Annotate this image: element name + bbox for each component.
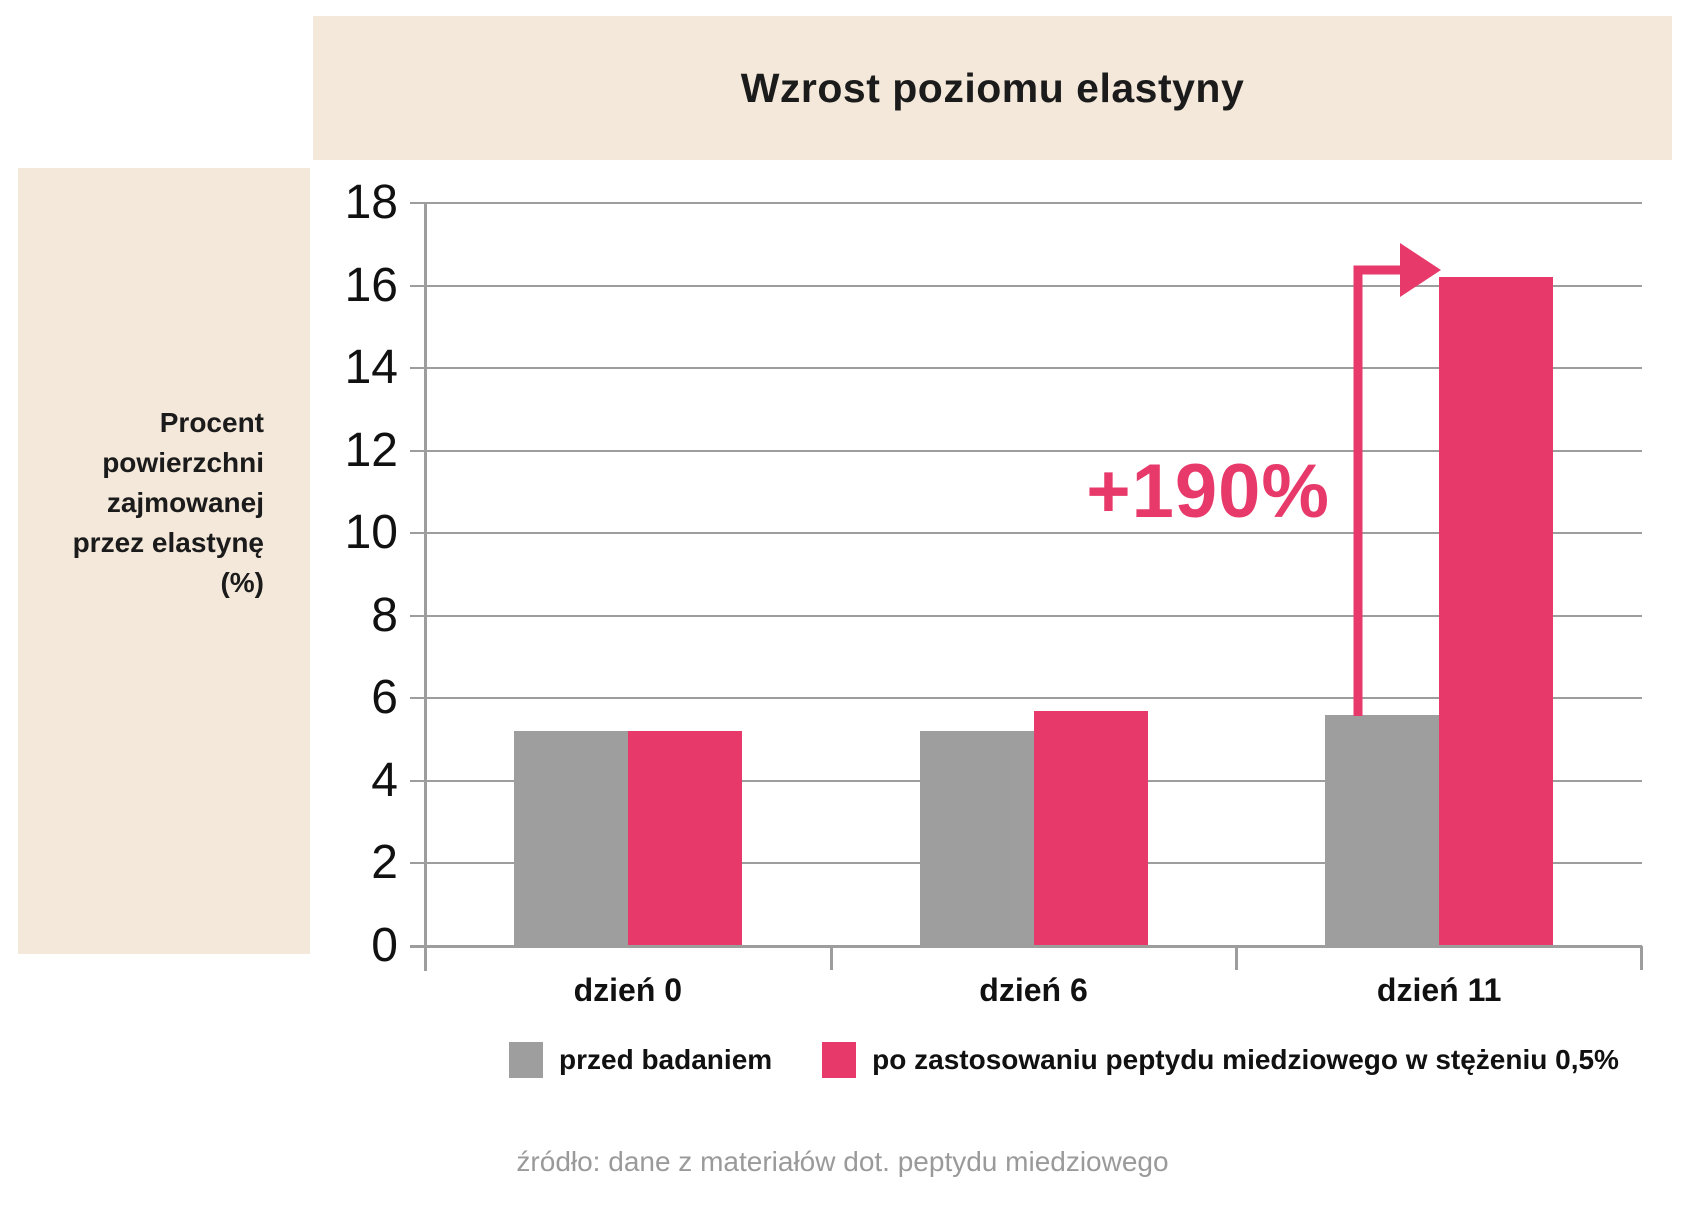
gridline — [410, 201, 1642, 204]
x-category-label: dzień 6 — [979, 972, 1088, 1008]
x-axis-tick — [424, 946, 427, 970]
gridline — [410, 449, 1642, 452]
y-tick-label: 16 — [344, 258, 398, 312]
gridline — [410, 532, 1642, 535]
legend-item: po zastosowaniu peptydu miedziowego w st… — [822, 1042, 1619, 1078]
gridline — [410, 284, 1642, 287]
bar-before-dzień-11 — [1325, 714, 1440, 946]
x-axis-tick — [829, 946, 833, 970]
y-axis-label: Procent powierzchni zajmowanej przez ela… — [72, 407, 264, 598]
gridline — [410, 945, 1642, 948]
y-tick-label: 14 — [344, 341, 398, 395]
y-tick-label: 2 — [371, 836, 398, 890]
y-tick-label: 8 — [371, 588, 398, 642]
y-axis-line — [424, 203, 427, 971]
legend-swatch — [509, 1042, 543, 1078]
y-tick-label: 12 — [344, 423, 398, 477]
x-axis-tick — [1640, 946, 1643, 970]
bar-after-dzień-11 — [1439, 277, 1554, 946]
legend-label: przed badaniem — [559, 1044, 773, 1075]
x-category-label: dzień 0 — [573, 972, 683, 1008]
y-tick-label: 4 — [371, 753, 398, 807]
source-note: źródło: dane z materiałów dot. peptydu m… — [516, 1146, 1169, 1177]
gridline — [410, 367, 1642, 370]
y-tick-label: 6 — [371, 671, 398, 725]
x-axis-tick — [1235, 946, 1239, 970]
gridline — [410, 697, 1642, 700]
legend: przed badaniem po zastosowaniu peptydu mi… — [509, 1042, 1619, 1078]
growth-annotation: +190% — [1086, 449, 1330, 534]
y-axis-label-panel: Procent powierzchni zajmowanej przez ela… — [18, 168, 310, 954]
y-tick-label: 10 — [344, 506, 398, 560]
chart-title-band: Wzrost poziomu elastyny — [313, 16, 1672, 160]
bar-before-dzień-6 — [919, 731, 1034, 946]
y-tick-label: 18 — [344, 175, 398, 229]
legend-swatch — [822, 1042, 857, 1078]
x-category-label: dzień 11 — [1376, 972, 1502, 1008]
bar-after-dzień-0 — [627, 731, 742, 946]
y-tick-label: 0 — [371, 919, 398, 972]
bar-before-dzień-0 — [513, 731, 628, 946]
chart-title: Wzrost poziomu elastyny — [740, 64, 1245, 111]
legend-item: przed badaniem — [509, 1042, 772, 1078]
bar-after-dzień-6 — [1033, 710, 1148, 946]
gridline — [410, 614, 1642, 617]
legend-label: po zastosowaniu peptydu miedziowego w st… — [872, 1044, 1619, 1075]
